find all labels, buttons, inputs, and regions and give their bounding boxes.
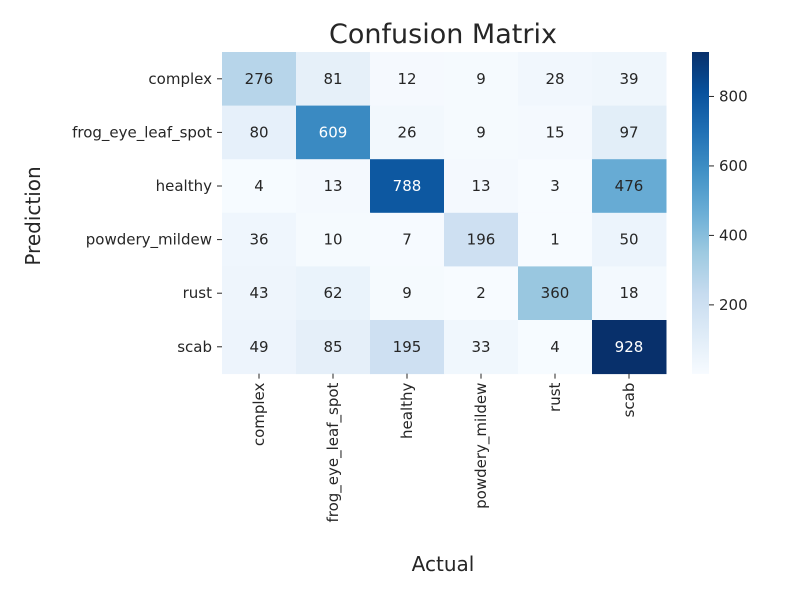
cell-value-label: 12 [397,70,416,88]
colorbar-tick-label: 800 [719,87,748,105]
cell-value-label: 49 [249,338,268,356]
heatmap-cell [296,105,371,160]
x-tick-label: healthy [398,382,416,438]
y-axis-label: Prediction [21,166,45,265]
x-tick-label: scab [620,383,638,418]
heatmap-cell [518,212,593,267]
cell-value-label: 18 [619,284,638,302]
heatmap-cell [370,212,445,267]
heatmap-cell [222,266,297,321]
cell-value-label: 609 [319,123,348,141]
heatmap-cell [222,105,297,160]
y-tick-label: powdery_mildew [86,231,212,250]
cell-value-label: 10 [323,231,342,249]
x-tick-label: rust [546,382,564,411]
heatmap-cell [370,266,445,321]
x-tick-label: frog_eye_leaf_spot [324,382,343,522]
heatmap-cell [444,266,519,321]
cell-value-label: 4 [254,177,264,195]
cell-value-label: 97 [619,123,638,141]
heatmap-cell [444,105,519,160]
heatmap-cell [444,320,519,375]
cell-value-label: 50 [619,231,638,249]
heatmap-cell [518,320,593,375]
cell-value-label: 2 [476,284,486,302]
heatmap-cell [444,212,519,267]
y-tick-label: frog_eye_leaf_spot [72,123,212,142]
cell-value-label: 13 [323,177,342,195]
heatmap-cell [370,320,445,375]
heatmap-cell [222,320,297,375]
x-tick-label: complex [250,382,268,446]
cell-value-label: 39 [619,70,638,88]
heatmap-cell [296,159,371,214]
colorbar-tick-label: 200 [719,296,748,314]
cell-value-label: 13 [471,177,490,195]
heatmap-cell [296,266,371,321]
heatmap-cell [222,212,297,267]
cell-value-label: 43 [249,284,268,302]
heatmap-cell [592,105,667,160]
y-tick-label: rust [183,284,212,302]
cell-value-label: 9 [476,123,486,141]
cell-value-label: 85 [323,338,342,356]
cell-value-label: 276 [245,70,274,88]
colorbar-tick-label: 400 [719,226,748,244]
cell-value-label: 28 [545,70,564,88]
x-tick-label: powdery_mildew [472,383,491,509]
cell-value-label: 195 [393,338,422,356]
colorbar: 200 400 600 800 [692,52,748,374]
heatmap-cell [518,266,593,321]
heatmap-cell [592,212,667,267]
heatmap-cell [592,159,667,214]
heatmap-cell [444,159,519,214]
heatmap-cell [444,52,519,107]
heatmap-cell [296,212,371,267]
heatmap-cell [370,105,445,160]
heatmap-cell [222,52,297,107]
y-tick-label: scab [177,338,212,356]
chart-title: Confusion Matrix [329,19,557,50]
heatmap-cell [370,159,445,214]
cell-value-label: 9 [402,284,412,302]
cell-value-label: 15 [545,123,564,141]
x-axis-label: Actual [412,552,475,576]
cell-value-label: 360 [541,284,570,302]
cell-value-label: 9 [476,70,486,88]
cell-value-label: 196 [467,231,496,249]
x-axis-ticks: complex frog_eye_leaf_spot healthy powdery_… [250,373,638,523]
cell-value-label: 26 [397,123,416,141]
heatmap-cell [518,159,593,214]
heatmap-cell [518,52,593,107]
cell-value-label: 33 [471,338,490,356]
colorbar-tick-label: 600 [719,157,748,175]
cell-value-label: 62 [323,284,342,302]
heatmap-cell [222,159,297,214]
heatmap-cell [518,105,593,160]
cell-value-label: 928 [615,338,644,356]
heatmap-cell [370,52,445,107]
cell-value-label: 1 [550,231,560,249]
heatmap-cell [592,52,667,107]
cell-value-label: 788 [393,177,422,195]
cell-value-label: 3 [550,177,560,195]
cell-value-label: 80 [249,123,268,141]
y-tick-label: complex [148,70,212,88]
colorbar-ticks: 200 400 600 800 [709,87,748,314]
heatmap-cell [296,320,371,375]
heatmap-cell [592,266,667,321]
cell-value-label: 7 [402,231,412,249]
cell-value-label: 81 [323,70,342,88]
cell-value-label: 4 [550,338,560,356]
cell-value-label: 476 [615,177,644,195]
heatmap-cell [592,320,667,375]
cell-value-label: 36 [249,231,268,249]
heatmap-cell [296,52,371,107]
y-tick-label: healthy [156,177,212,195]
colorbar-gradient [692,52,709,374]
